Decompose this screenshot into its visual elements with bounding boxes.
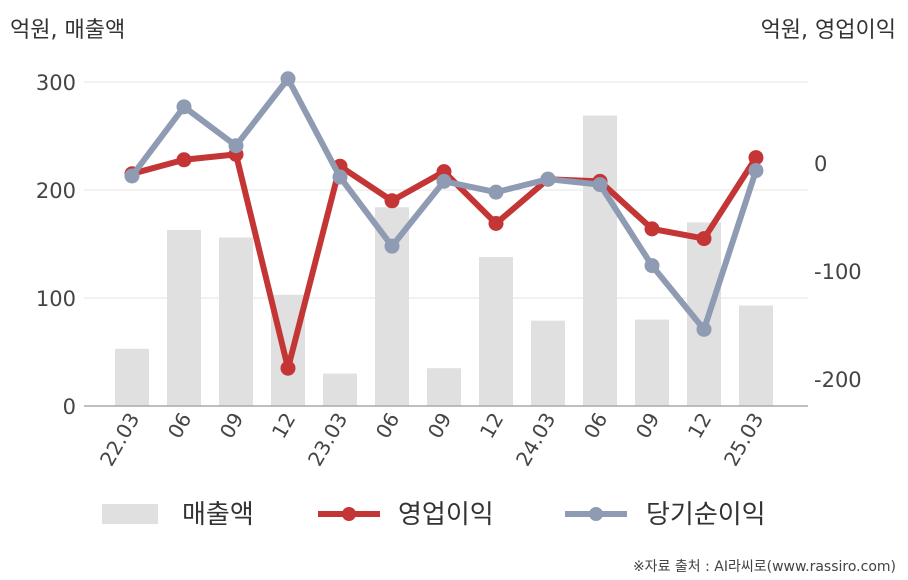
left-axis-tick-label: 300 — [36, 71, 76, 95]
bar-revenue — [375, 207, 409, 406]
bar-revenue — [583, 115, 617, 406]
point-operating-profit — [280, 360, 296, 376]
legend-label-net-income: 당기순이익 — [646, 500, 766, 530]
x-axis-tick-label: 12 — [475, 409, 509, 443]
x-axis-tick-label: 22.03 — [95, 409, 144, 471]
source-note: ※자료 출처 : AI라씨로(www.rassiro.com) — [633, 559, 896, 575]
x-axis-tick-label: 06 — [371, 409, 405, 443]
bar-revenue — [739, 305, 773, 406]
bar-revenue — [115, 348, 149, 406]
line-series — [124, 71, 764, 376]
legend-marker-operating-profit — [342, 507, 356, 521]
point-net-income — [748, 163, 764, 179]
bar-revenue — [479, 256, 513, 406]
bar-revenue — [427, 368, 461, 406]
right-axis-tick-label: -100 — [814, 260, 862, 284]
x-axis-tick-label: 06 — [579, 409, 613, 443]
legend-marker-net-income — [589, 507, 603, 521]
point-net-income — [540, 171, 556, 187]
x-axis-tick-label: 09 — [631, 409, 665, 443]
point-net-income — [124, 168, 140, 184]
legend-swatch-revenue — [102, 504, 158, 524]
point-net-income — [592, 177, 608, 193]
point-operating-profit — [644, 221, 660, 237]
point-operating-profit — [384, 193, 400, 209]
point-net-income — [488, 184, 504, 200]
left-axis-tick-label: 0 — [63, 395, 76, 419]
x-axis-tick-label: 09 — [215, 409, 249, 443]
x-axis-tick-label: 12 — [267, 409, 301, 443]
legend-label-operating-profit: 영업이익 — [398, 500, 494, 530]
bar-revenue — [167, 229, 201, 406]
x-axis-tick-label: 25.03 — [719, 409, 768, 471]
bar-revenue — [531, 320, 565, 406]
point-net-income — [696, 321, 712, 337]
point-net-income — [384, 238, 400, 254]
x-axis-tick-label: 24.03 — [511, 409, 560, 471]
left-axis-unit-label: 억원, 매출액 — [10, 18, 125, 43]
legend: 매출액 영업이익 당기순이익 — [102, 500, 766, 530]
x-axis-tick-label: 12 — [683, 409, 717, 443]
x-axis-tick-label: 09 — [423, 409, 457, 443]
left-axis-tick-label: 200 — [36, 179, 76, 203]
bar-revenue — [635, 319, 669, 406]
point-net-income — [228, 138, 244, 154]
x-axis-tick-label: 06 — [163, 409, 197, 443]
point-operating-profit — [748, 150, 764, 166]
bar-revenue — [323, 373, 357, 406]
right-axis-tick-label: 0 — [814, 152, 827, 176]
point-operating-profit — [488, 215, 504, 231]
point-operating-profit — [696, 231, 712, 247]
right-axis-tick-label: -200 — [814, 368, 862, 392]
point-net-income — [280, 71, 296, 87]
point-net-income — [436, 173, 452, 189]
right-axis-unit-label: 억원, 영업이익 — [761, 18, 896, 43]
point-net-income — [644, 258, 660, 274]
point-operating-profit — [176, 152, 192, 168]
x-axis-tick-label: 23.03 — [303, 409, 352, 471]
point-net-income — [176, 99, 192, 115]
point-net-income — [332, 169, 348, 185]
legend-label-revenue: 매출액 — [182, 500, 254, 530]
left-axis-tick-label: 100 — [36, 287, 76, 311]
bar-series-revenue — [115, 115, 773, 406]
bar-revenue — [219, 237, 253, 406]
